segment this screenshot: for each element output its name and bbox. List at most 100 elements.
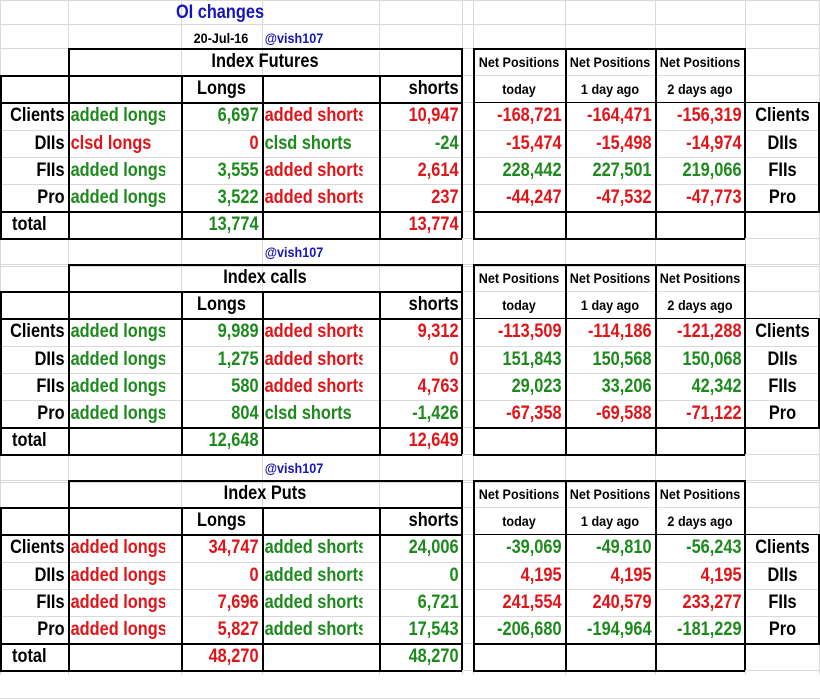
category-label-right: DIIs bbox=[767, 132, 798, 154]
category-label: Pro bbox=[37, 402, 65, 424]
category-label: FIIs bbox=[36, 159, 65, 181]
net-today: -168,721 bbox=[497, 104, 562, 126]
net-2-days-ago: 219,066 bbox=[682, 159, 742, 181]
short-value: 6,721 bbox=[417, 591, 459, 613]
category-label-right: Clients bbox=[755, 536, 810, 558]
border-line bbox=[0, 534, 462, 536]
long-value: 7,696 bbox=[217, 591, 259, 613]
long-action: added longs bbox=[70, 536, 166, 558]
short-action: added shorts bbox=[264, 564, 363, 586]
border-line bbox=[262, 291, 264, 454]
long-value: 804 bbox=[231, 402, 259, 424]
border-line bbox=[379, 75, 381, 238]
short-value: -1,426 bbox=[412, 402, 459, 424]
border-line bbox=[181, 291, 183, 454]
category-label-right: Pro bbox=[768, 402, 797, 424]
category-label: DIIs bbox=[34, 348, 65, 370]
border-line bbox=[379, 507, 381, 670]
category-label-right: FIIs bbox=[768, 159, 797, 181]
long-value: 34,747 bbox=[208, 536, 259, 558]
border-line bbox=[744, 480, 746, 670]
border-line bbox=[262, 507, 264, 670]
section-title: Index Futures bbox=[211, 50, 319, 72]
net-today: 228,442 bbox=[502, 159, 562, 181]
category-label: Clients bbox=[10, 104, 65, 126]
one-day-ago-header: 1 day ago bbox=[580, 512, 640, 529]
border-line bbox=[461, 480, 463, 507]
grid-line bbox=[0, 482, 820, 483]
border-line bbox=[565, 48, 567, 238]
border-line bbox=[68, 48, 462, 50]
short-action: added shorts bbox=[264, 618, 363, 640]
short-value: 9,312 bbox=[417, 320, 459, 342]
net-positions-header: Net Positions bbox=[478, 53, 560, 70]
net-1-day-ago: 33,206 bbox=[601, 375, 652, 397]
total-longs: 48,270 bbox=[208, 645, 259, 667]
border-line bbox=[744, 48, 746, 238]
short-value: 0 bbox=[449, 564, 459, 586]
grid-line bbox=[0, 266, 820, 267]
net-today: -113,509 bbox=[497, 320, 562, 342]
section-title: Index Puts bbox=[223, 482, 307, 504]
long-value: 5,827 bbox=[217, 618, 259, 640]
category-label-right: Pro bbox=[768, 186, 797, 208]
longs-header: Longs bbox=[196, 77, 247, 99]
border-line bbox=[0, 291, 462, 293]
border-line bbox=[473, 238, 745, 240]
category-label: Pro bbox=[37, 186, 65, 208]
border-line bbox=[818, 318, 820, 427]
category-label-right: FIIs bbox=[768, 591, 797, 613]
section-handle: @vish107 bbox=[264, 459, 324, 476]
grid-line bbox=[0, 130, 820, 131]
border-line bbox=[0, 318, 462, 320]
sheet-title: OI changes bbox=[175, 1, 265, 23]
long-action: added longs bbox=[70, 375, 166, 397]
long-action: added longs bbox=[70, 104, 166, 126]
net-2-days-ago: 233,277 bbox=[682, 591, 742, 613]
border-line bbox=[461, 48, 463, 75]
net-1-day-ago: -47,532 bbox=[596, 186, 652, 208]
one-day-ago-header: 1 day ago bbox=[580, 80, 640, 97]
total-longs: 12,648 bbox=[208, 429, 259, 451]
grid-line bbox=[0, 184, 820, 185]
net-2-days-ago: -14,974 bbox=[686, 132, 742, 154]
total-label: total bbox=[12, 429, 47, 451]
category-label-right: DIIs bbox=[767, 564, 798, 586]
two-days-ago-header: 2 days ago bbox=[667, 296, 733, 313]
border-line bbox=[473, 211, 820, 213]
shorts-header: shorts bbox=[408, 509, 459, 531]
total-label: total bbox=[12, 645, 47, 667]
border-line bbox=[68, 507, 70, 670]
border-line bbox=[473, 534, 745, 535]
long-action: clsd longs bbox=[70, 132, 152, 154]
border-line bbox=[818, 534, 820, 643]
category-label: Pro bbox=[37, 618, 65, 640]
net-today: -39,069 bbox=[506, 536, 562, 558]
long-action: added longs bbox=[70, 564, 166, 586]
total-shorts: 13,774 bbox=[408, 213, 459, 235]
short-value: 4,763 bbox=[417, 375, 459, 397]
border-line bbox=[68, 480, 462, 482]
long-value: 580 bbox=[231, 375, 259, 397]
category-label: Clients bbox=[10, 320, 65, 342]
long-action: added longs bbox=[70, 159, 166, 181]
net-1-day-ago: 227,501 bbox=[592, 159, 652, 181]
border-line bbox=[473, 480, 475, 670]
border-line bbox=[461, 291, 463, 454]
long-value: 6,697 bbox=[217, 104, 259, 126]
long-action: added longs bbox=[70, 186, 166, 208]
two-days-ago-header: 2 days ago bbox=[667, 80, 733, 97]
border-line bbox=[181, 75, 183, 238]
border-line bbox=[181, 507, 183, 670]
category-label-right: Clients bbox=[755, 320, 810, 342]
long-action: added longs bbox=[70, 348, 166, 370]
net-2-days-ago: 4,195 bbox=[700, 564, 742, 586]
border-line bbox=[461, 507, 463, 670]
net-positions-header: Net Positions bbox=[659, 485, 741, 502]
short-action: added shorts bbox=[264, 104, 363, 126]
short-action: added shorts bbox=[264, 186, 363, 208]
long-value: 1,275 bbox=[217, 348, 259, 370]
border-line bbox=[0, 75, 2, 238]
border-line bbox=[744, 264, 746, 454]
border-line bbox=[0, 211, 462, 213]
